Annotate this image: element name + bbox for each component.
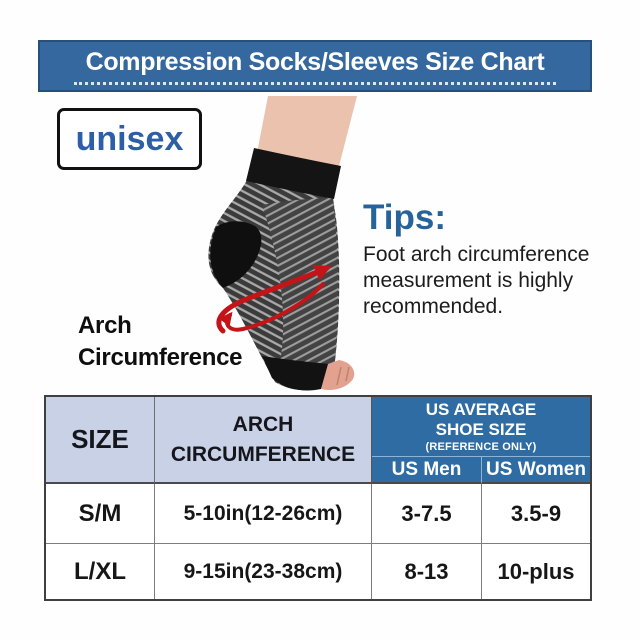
tips-body-text: Foot arch circumference measurement is h…	[363, 242, 590, 318]
header-arch-circumference: ARCH CIRCUMFERENCE	[155, 397, 372, 484]
unisex-badge-label: unisex	[75, 119, 184, 158]
table-row-lxl-arch: 9-15in(23-38cm)	[155, 544, 372, 599]
title-bar: Compression Socks/Sleeves Size Chart	[38, 40, 592, 92]
arch-label-line1: Arch	[78, 312, 132, 339]
tips-block: Tips: Foot arch circumference measuremen…	[363, 198, 625, 320]
arch-label-line2: Circumference	[78, 343, 243, 371]
table-row-sm-usmen: 3-7.5	[372, 484, 482, 544]
title-dotted-underline	[74, 82, 556, 85]
size-table: SIZE ARCH CIRCUMFERENCE US AVERAGE SHOE …	[44, 395, 592, 601]
tips-heading: Tips:	[363, 198, 446, 237]
table-row-lxl-usmen: 8-13	[372, 544, 482, 599]
header-us-average-shoe-size: US AVERAGE SHOE SIZE (REFERENCE ONLY)	[372, 397, 590, 457]
header-usavg-note: (REFERENCE ONLY)	[425, 441, 537, 454]
unisex-badge: unisex	[57, 108, 202, 170]
header-size: SIZE	[46, 397, 155, 484]
toe-crease-lines	[336, 366, 350, 386]
header-us-women: US Women	[482, 457, 590, 484]
toes-skin	[321, 360, 355, 390]
leg-skin	[257, 96, 357, 170]
table-row-lxl-uswomen: 10-plus	[482, 544, 590, 599]
table-row-sm-size: S/M	[46, 484, 155, 544]
table-row-sm-arch: 5-10in(12-26cm)	[155, 484, 372, 544]
sleeve-cuff	[246, 148, 341, 199]
header-usavg-line2: SHOE SIZE	[435, 420, 527, 439]
toe-band	[262, 356, 330, 391]
table-row-sm-uswomen: 3.5-9	[482, 484, 590, 544]
header-arch-line1: ARCH	[232, 413, 294, 437]
header-arch-line2: CIRCUMFERENCE	[170, 442, 356, 466]
table-row-lxl-size: L/XL	[46, 544, 155, 599]
page-title: Compression Socks/Sleeves Size Chart	[85, 47, 545, 76]
header-usavg-line1: US AVERAGE	[425, 399, 537, 419]
heel-patch	[210, 221, 262, 288]
arch-circumference-label: Arch Circumference	[78, 310, 242, 373]
header-us-men: US Men	[372, 457, 482, 484]
sleeve-front-stripes	[262, 198, 338, 389]
